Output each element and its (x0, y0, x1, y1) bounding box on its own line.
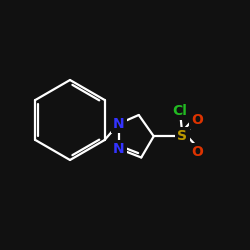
Text: N: N (113, 142, 124, 156)
Text: S: S (178, 129, 188, 143)
Text: Cl: Cl (172, 104, 188, 118)
Text: O: O (192, 113, 203, 127)
Text: N: N (113, 117, 124, 131)
Text: O: O (192, 146, 203, 160)
